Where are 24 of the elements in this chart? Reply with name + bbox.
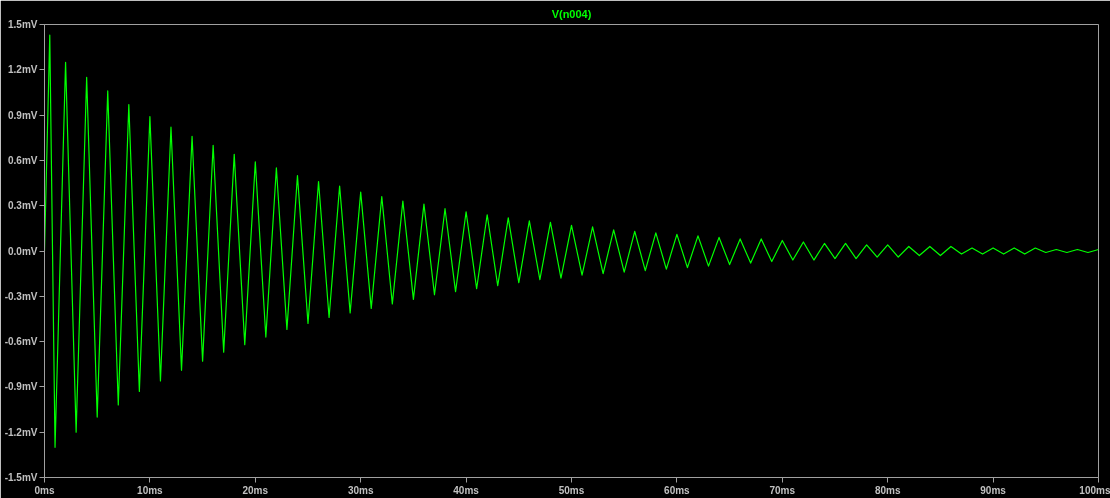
y-tick-label: -1.5mV [4,472,38,483]
x-tick-label: 50ms [558,484,585,496]
x-tick-label: 20ms [242,484,269,496]
y-tick-label: 0.0mV [8,245,38,257]
y-tick-label: -0.6mV [4,336,38,348]
x-tick-label: 80ms [874,484,901,496]
x-tick-label: 0ms [34,484,55,496]
x-tick-label: 70ms [769,484,796,496]
y-tick-label: -1.2mV [4,426,38,438]
y-tick-label: 0.3mV [8,200,38,212]
chart-title: V(n004) [551,7,592,20]
x-tick-label: 60ms [664,484,691,496]
x-tick-label: 10ms [137,484,164,496]
x-tick-label: 90ms [980,484,1007,496]
y-tick-label: 0.9mV [8,109,38,121]
y-tick-label: -0.9mV [4,381,38,393]
line-series [44,34,1099,448]
y-tick-label: 1.5mV [8,19,38,30]
y-tick-label: 0.6mV [8,154,38,166]
y-tick-label: 1.2mV [8,64,38,76]
x-tick-label: 40ms [453,484,480,496]
x-tick-label: 30ms [347,484,374,496]
x-tick-label: 100ms [1079,484,1110,496]
y-tick-label: -0.3mV [4,290,38,302]
